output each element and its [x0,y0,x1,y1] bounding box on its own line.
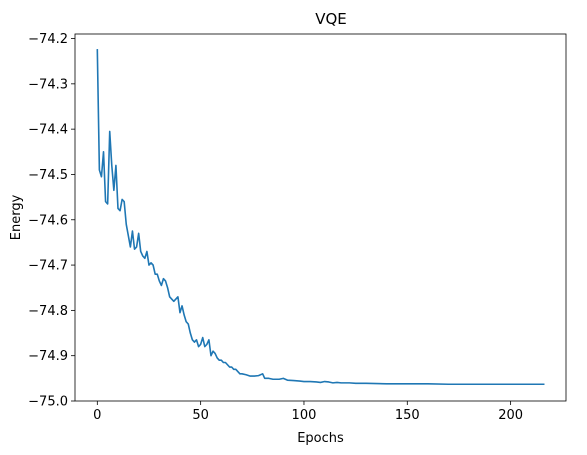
y-tick-label: −74.8 [28,304,68,319]
x-tick-label: 200 [498,408,523,423]
y-tick-label: −74.2 [28,32,68,47]
y-tick-label: −74.6 [28,213,68,228]
y-tick-label: −74.3 [28,77,68,92]
x-tick-label: 50 [192,408,209,423]
plot-area [96,49,545,386]
x-tick-label: 0 [93,408,101,423]
x-axis: 0 50 100 150 200 [93,401,523,423]
y-tick-label: −75.0 [28,395,68,410]
y-axis-label: Energy [9,194,24,240]
x-tick-label: 100 [292,408,317,423]
y-tick-label: −74.5 [28,168,68,183]
energy-series-line [96,49,545,386]
plot-frame [74,33,567,402]
x-axis-label: Epochs [297,431,344,446]
y-tick-label: −74.7 [28,259,68,274]
chart-title: VQE [315,10,347,28]
x-tick-label: 150 [395,408,420,423]
y-axis: −75.0 −74.9 −74.8 −74.7 −74.6 −74.5 −74.4 −74.3… [28,32,75,410]
y-tick-label: −74.4 [28,123,68,138]
y-tick-label: −74.9 [28,349,68,364]
